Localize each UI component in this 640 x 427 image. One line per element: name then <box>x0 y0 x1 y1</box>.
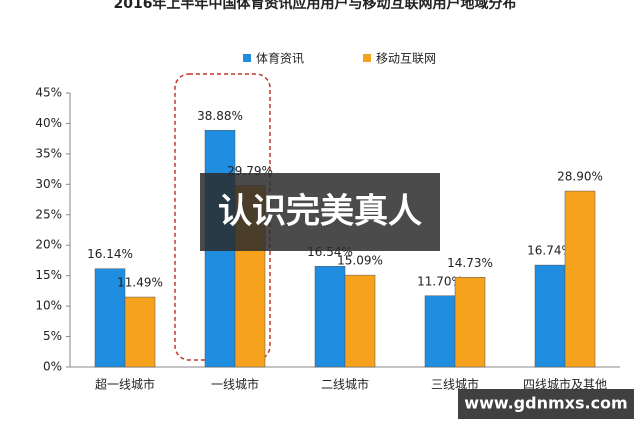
y-tick-label: 30% <box>35 177 62 191</box>
bar <box>534 264 566 368</box>
value-label: 28.90% <box>557 170 603 184</box>
y-tick-label: 20% <box>35 238 62 252</box>
y-tick-label: 0% <box>43 360 62 374</box>
x-tick-label: 超一线城市 <box>95 377 155 392</box>
y-tick-label: 25% <box>35 207 62 221</box>
value-label: 11.49% <box>117 276 163 290</box>
value-label: 15.09% <box>337 254 383 268</box>
bar <box>564 190 596 368</box>
x-tick-label: 一线城市 <box>211 377 259 392</box>
value-label: 14.73% <box>447 256 493 270</box>
legend-label: 体育资讯 <box>256 51 304 66</box>
bar <box>424 295 456 368</box>
x-tick-label: 四线城市及其他 <box>523 377 607 392</box>
legend-label: 移动互联网 <box>376 52 436 66</box>
x-tick-label: 二线城市 <box>321 377 369 392</box>
banner-box <box>200 173 440 251</box>
bar <box>94 268 126 368</box>
bar <box>314 266 346 368</box>
overlay: 认识完美真人 www.gdnmxs.com <box>200 173 634 419</box>
value-label: 16.14% <box>87 247 133 261</box>
x-tick-label: 三线城市 <box>431 377 479 392</box>
chart-title: 2016年上半年中国体育资讯应用用户与移动互联网用户地域分布 <box>114 0 517 12</box>
value-label: 16.74% <box>527 244 573 258</box>
y-tick-label: 40% <box>35 116 62 130</box>
bar <box>124 296 156 368</box>
y-tick-label: 35% <box>35 146 62 160</box>
y-tick-label: 15% <box>35 268 62 282</box>
banner-text: 认识完美真人 <box>218 192 422 232</box>
value-label: 38.88% <box>197 109 243 123</box>
y-tick-label: 10% <box>35 299 62 313</box>
site-box <box>458 389 634 419</box>
bar <box>344 274 376 368</box>
bar <box>454 277 486 368</box>
y-tick-label: 45% <box>35 86 62 100</box>
y-tick-label: 5% <box>43 329 62 343</box>
legend-swatch <box>243 54 251 62</box>
site-text: www.gdnmxs.com <box>464 394 627 413</box>
legend-swatch <box>363 54 371 62</box>
value-label: 11.70% <box>417 274 463 288</box>
